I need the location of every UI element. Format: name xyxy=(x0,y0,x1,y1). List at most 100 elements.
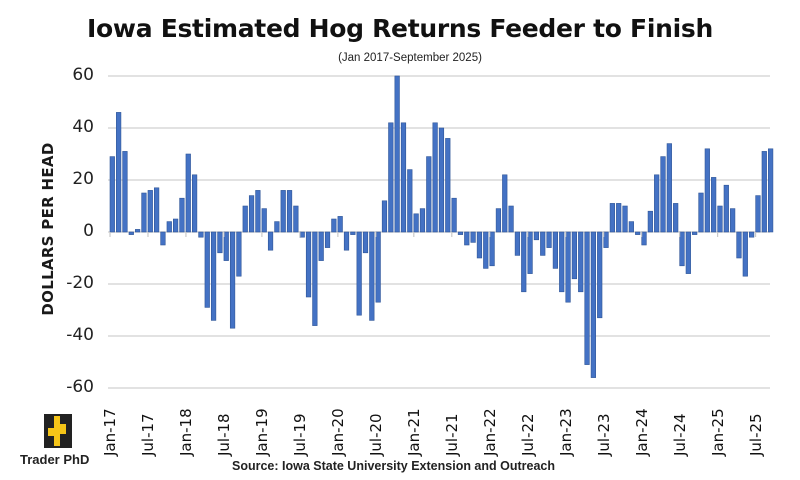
bar xyxy=(217,231,223,254)
bar xyxy=(109,156,115,233)
bar xyxy=(647,210,653,233)
x-tick-label: Jan-25 xyxy=(708,408,727,456)
bar xyxy=(628,221,634,233)
bar xyxy=(445,138,451,233)
bar xyxy=(116,112,122,233)
bar xyxy=(597,231,603,319)
bar xyxy=(698,192,704,233)
x-tick-label: Jan-20 xyxy=(328,408,347,456)
bar xyxy=(590,231,596,378)
bar xyxy=(654,174,660,233)
bar xyxy=(527,231,533,274)
bar xyxy=(242,205,248,233)
x-tick-label: Jul-25 xyxy=(746,413,765,456)
bar xyxy=(616,203,622,233)
logo-label: Trader PhD xyxy=(20,452,90,467)
bar xyxy=(413,213,419,233)
bar xyxy=(248,195,255,233)
bar xyxy=(350,231,356,235)
bar xyxy=(362,231,369,254)
bar xyxy=(337,216,343,233)
bar xyxy=(173,218,179,233)
bar xyxy=(559,231,565,293)
bar xyxy=(571,231,577,280)
bar xyxy=(679,231,685,267)
bar xyxy=(457,231,464,235)
bar xyxy=(280,190,286,233)
bar xyxy=(622,205,628,233)
x-tick-label: Jul-19 xyxy=(290,413,309,456)
bar xyxy=(565,231,571,303)
bar xyxy=(723,184,729,233)
bar xyxy=(451,197,457,233)
bar xyxy=(267,231,274,251)
bar xyxy=(730,208,736,233)
x-tick-label: Jan-17 xyxy=(101,408,119,456)
bar xyxy=(293,205,299,233)
x-tick-label: Jul-23 xyxy=(594,413,613,456)
bar xyxy=(154,187,160,233)
bar xyxy=(204,231,210,308)
y-tick-label: -40 xyxy=(66,325,94,345)
bar xyxy=(666,143,672,233)
chart-subtitle: (Jan 2017-September 2025) xyxy=(338,52,482,64)
bar xyxy=(476,231,483,259)
bar xyxy=(552,231,558,269)
bar xyxy=(375,231,381,303)
bar xyxy=(749,231,755,238)
y-tick-label: 0 xyxy=(83,221,94,241)
bar xyxy=(419,208,426,233)
bar xyxy=(141,192,147,233)
x-tick-label: Jan-24 xyxy=(632,408,651,456)
bar xyxy=(407,169,413,233)
x-axis-ticks xyxy=(109,232,757,237)
bar xyxy=(521,231,527,293)
bar xyxy=(742,231,748,277)
bar-series xyxy=(109,75,774,378)
bar xyxy=(318,231,324,261)
bar xyxy=(122,151,128,233)
bar xyxy=(185,153,191,233)
x-tick-label: Jan-19 xyxy=(252,408,271,456)
bar xyxy=(438,127,445,233)
y-tick-label: -60 xyxy=(66,377,94,397)
bar xyxy=(603,231,609,248)
bar xyxy=(274,221,280,233)
bar xyxy=(147,190,153,233)
bar xyxy=(692,231,698,235)
bar xyxy=(343,231,350,251)
bar xyxy=(685,231,691,274)
bar xyxy=(236,231,242,277)
bar xyxy=(578,231,584,293)
bar xyxy=(299,231,305,238)
bar xyxy=(470,231,476,243)
bar xyxy=(704,148,710,233)
bar xyxy=(717,205,723,233)
bar xyxy=(736,231,742,259)
x-tick-label: Jul-18 xyxy=(214,413,233,456)
y-tick-label: -20 xyxy=(66,273,94,293)
y-tick-label: 20 xyxy=(72,169,94,189)
bar xyxy=(286,190,293,233)
x-tick-label: Jul-20 xyxy=(366,413,385,456)
bar xyxy=(381,200,388,233)
bar xyxy=(191,174,198,233)
bar xyxy=(426,156,432,233)
bar xyxy=(394,75,400,233)
x-tick-label: Jul-22 xyxy=(518,413,537,456)
bar xyxy=(768,148,774,233)
bar xyxy=(673,203,679,233)
x-tick-label: Jan-22 xyxy=(480,408,499,456)
bar xyxy=(356,231,362,316)
bar xyxy=(635,231,641,235)
y-tick-label: 40 xyxy=(72,117,94,137)
bar xyxy=(489,231,495,267)
x-tick-label: Jul-24 xyxy=(670,413,689,456)
bar xyxy=(369,231,375,321)
x-tick-label: Jan-18 xyxy=(176,408,195,456)
bar xyxy=(502,174,508,233)
bar xyxy=(533,231,540,241)
bar xyxy=(483,231,489,269)
chart-title: Iowa Estimated Hog Returns Feeder to Fin… xyxy=(87,14,713,43)
